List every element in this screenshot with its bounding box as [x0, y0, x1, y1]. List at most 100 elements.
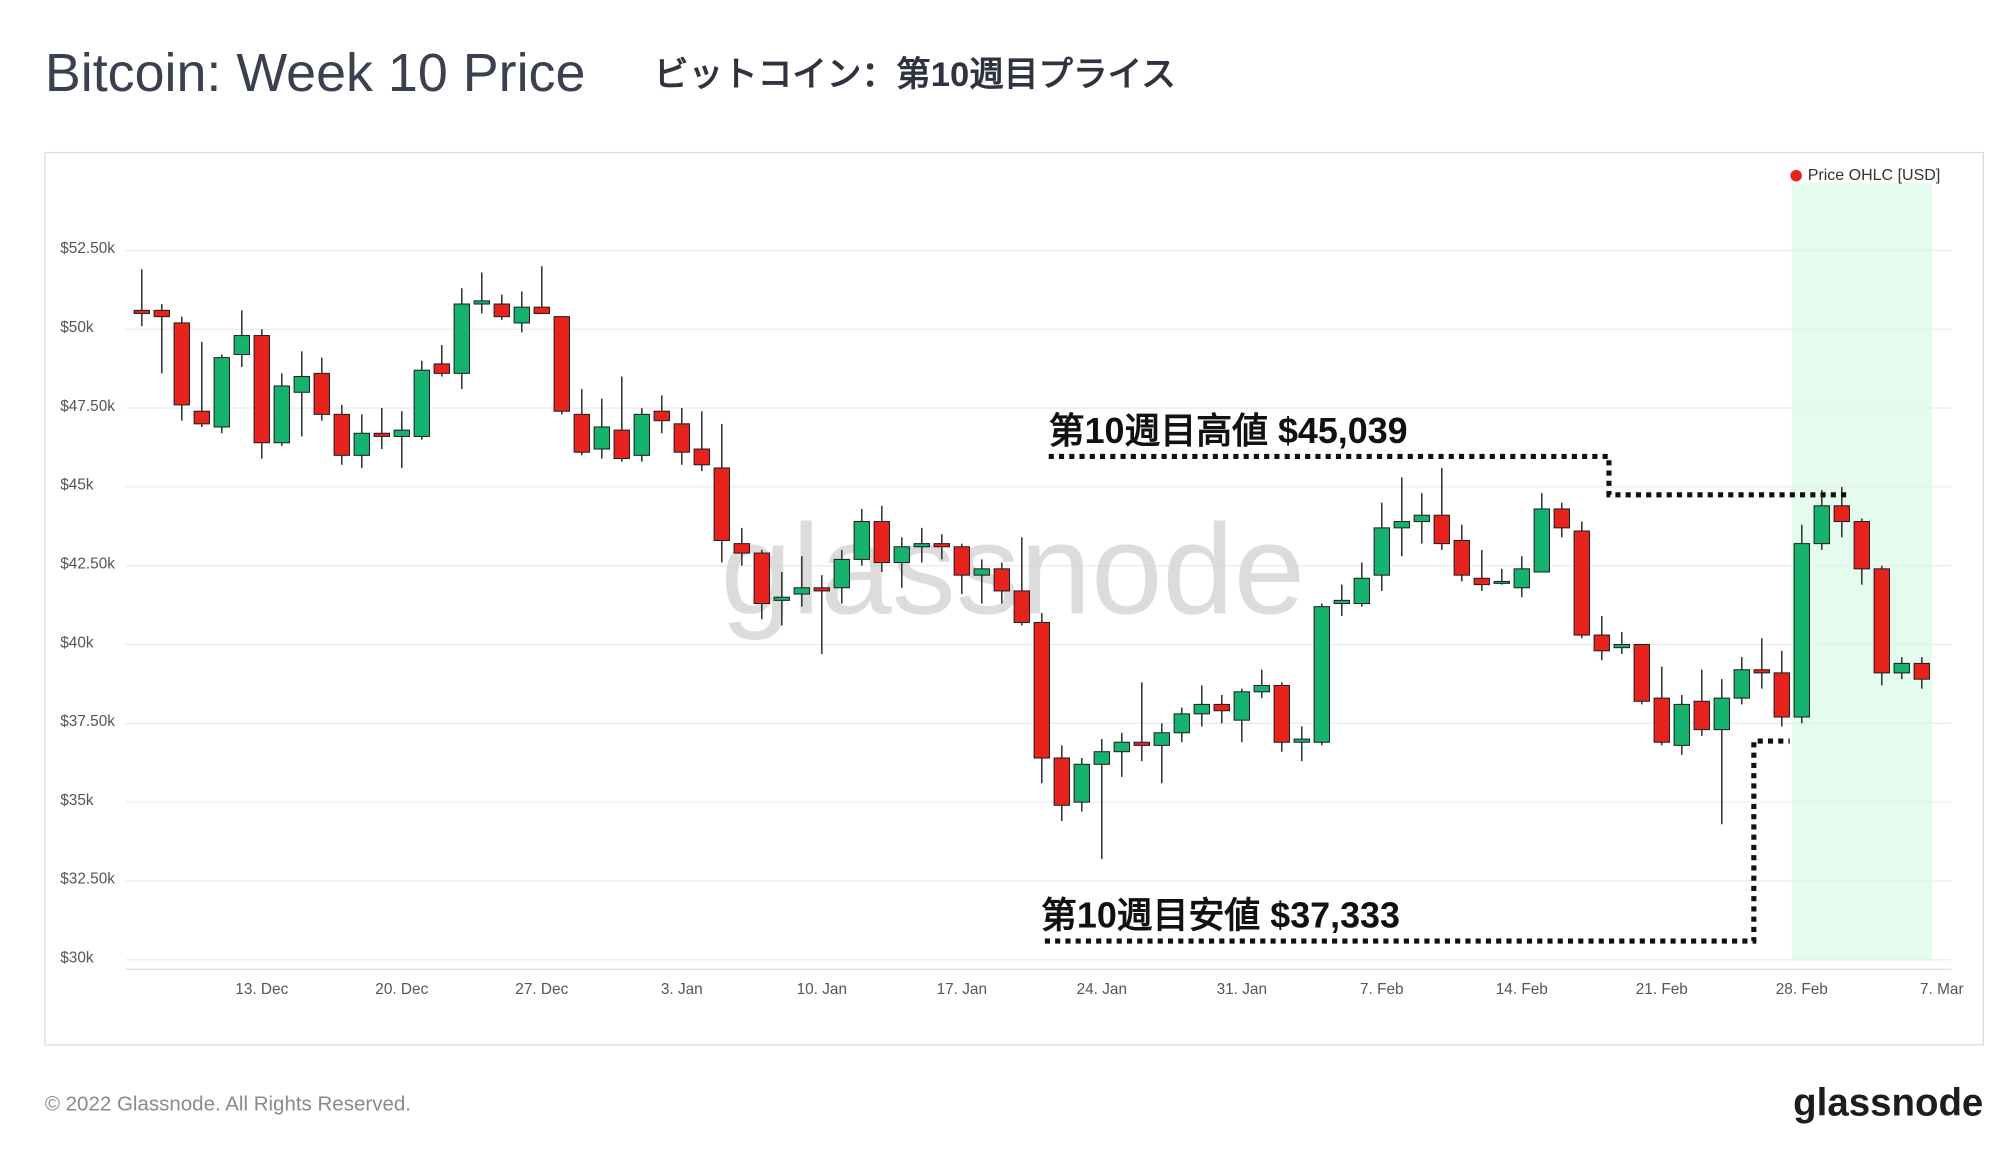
candle-body [993, 568, 1011, 592]
candle-body [673, 423, 690, 453]
candle-body [1273, 684, 1290, 743]
candle-body [1633, 643, 1650, 702]
candle-body [513, 306, 530, 324]
x-tick-label: 21. Feb [1636, 981, 1688, 998]
candle-body [1513, 568, 1530, 589]
x-tick-label: 13. Dec [235, 981, 288, 998]
candle-body [793, 587, 811, 595]
low-guide [1044, 738, 1790, 944]
candle-body [813, 587, 830, 592]
candle-body [1493, 580, 1511, 584]
candle-body [1353, 577, 1370, 605]
candle-body [353, 432, 371, 456]
candle-body [1193, 703, 1211, 715]
high-guide [1048, 453, 1849, 498]
candle-body [333, 413, 351, 456]
candle-body [1173, 713, 1190, 734]
candle-body [1453, 539, 1470, 576]
x-tick-label: 24. Jan [1077, 981, 1127, 998]
candle-body [153, 309, 170, 318]
candle-body [1313, 606, 1330, 743]
candle-body [1913, 662, 1931, 680]
candle-body [1113, 741, 1130, 753]
candle-body [1253, 684, 1271, 693]
watermark: glassnode [721, 498, 1305, 641]
candle-body [1753, 669, 1770, 674]
candle-body [853, 521, 871, 560]
candle-body [493, 303, 510, 318]
candle-body [1533, 508, 1550, 573]
candle-body [573, 413, 590, 453]
candle-body [1053, 757, 1071, 806]
candle-body [873, 521, 890, 564]
candle-body [1133, 741, 1150, 746]
candle-body [1693, 700, 1711, 731]
candle-body [1373, 527, 1391, 576]
candle-body [413, 369, 431, 437]
candle-body [193, 410, 210, 425]
candle-body [1653, 697, 1670, 743]
candle-body [433, 363, 451, 374]
candle-body [1773, 672, 1791, 718]
logo: glassnode [1793, 1081, 1983, 1124]
candle-body [213, 357, 231, 428]
candle-body [953, 546, 971, 576]
x-tick-label: 17. Jan [937, 981, 987, 998]
candle-body [733, 543, 750, 554]
annotation: 第10週目安値 $37,333 [1041, 895, 1400, 935]
chart-subtitle: ビットコイン：第10週目プライス [654, 56, 1176, 94]
candle-body [713, 467, 730, 541]
y-tick-label: $37.50k [60, 713, 115, 730]
candle-body [453, 303, 471, 374]
candle-body [173, 322, 191, 406]
candle-body [1473, 577, 1491, 586]
candle-body [133, 309, 150, 314]
y-tick-label: $35k [60, 792, 94, 809]
candle-body [1073, 763, 1090, 803]
candle-body [653, 410, 671, 422]
candle-body [973, 568, 990, 576]
candle-body [913, 543, 930, 548]
candle-body [1673, 703, 1691, 746]
plot-frame [44, 151, 1984, 1046]
x-tick-label: 31. Jan [1217, 981, 1267, 998]
x-tick-label: 14. Feb [1496, 981, 1548, 998]
x-tick-label: 28. Feb [1776, 981, 1828, 998]
legend-label: Price OHLC [USD] [1808, 166, 1941, 184]
candle-body [933, 543, 950, 548]
candle-body [533, 306, 551, 314]
y-tick-label: $52.50k [60, 240, 115, 257]
y-tick-label: $30k [60, 950, 94, 967]
candle-body [633, 413, 651, 456]
y-tick-label: $40k [60, 634, 94, 651]
candle-body [1553, 508, 1570, 529]
y-tick-label: $47.50k [60, 398, 115, 415]
legend-marker [1790, 169, 1802, 182]
candle-body [1713, 697, 1731, 731]
candle-body [1333, 599, 1350, 605]
candle-body [1793, 543, 1811, 718]
candle-body [1893, 662, 1911, 674]
candle-body [593, 426, 610, 450]
candle-body [273, 385, 291, 444]
y-tick-label: $45k [60, 477, 94, 494]
x-tick-label: 7. Mar [1920, 981, 1964, 998]
copyright: © 2022 Glassnode. All Rights Reserved. [45, 1093, 411, 1116]
candle-body [373, 432, 390, 437]
y-tick-label: $50k [60, 319, 94, 336]
candle-body [1873, 568, 1891, 674]
candle-body [1813, 505, 1831, 545]
candle-body [1153, 732, 1171, 746]
candle-body [1853, 521, 1870, 570]
candle-body [1833, 505, 1850, 523]
candle-body [1433, 514, 1450, 545]
candle-body [1393, 521, 1411, 529]
candle-body [393, 429, 410, 437]
candle-body [753, 552, 771, 605]
candle-body [473, 300, 490, 305]
candle-body [1013, 590, 1031, 623]
chart-title: Bitcoin: Week 10 Price [45, 43, 586, 103]
candle-body [1573, 530, 1591, 636]
candle-body [1213, 703, 1230, 712]
